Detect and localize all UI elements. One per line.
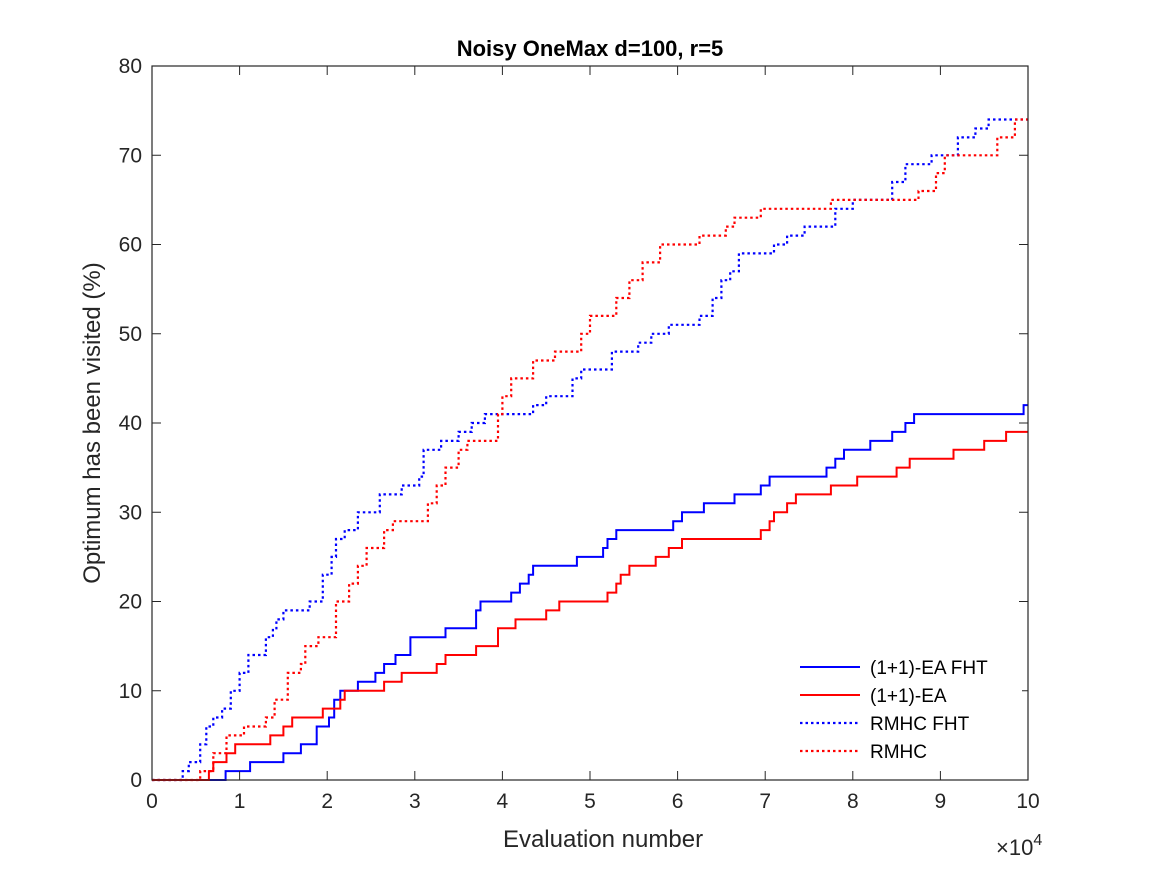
y-axis: 0 10 20 30 40 50 60 70 80	[119, 55, 1028, 792]
x-axis-exponent: ×104	[996, 832, 1042, 860]
x-tick-label: 6	[672, 790, 684, 813]
y-tick-label: 40	[119, 412, 142, 435]
y-tick-label: 30	[119, 501, 142, 524]
x-tick-label: 4	[497, 790, 509, 813]
series-line-2	[152, 430, 1028, 781]
x-tick-label: 0	[146, 790, 158, 813]
series-line-1	[152, 404, 1028, 781]
series-line-3	[152, 118, 1028, 782]
y-tick-label: 10	[119, 680, 142, 703]
y-tick-label: 60	[119, 234, 142, 257]
x-axis-label: Evaluation number	[503, 826, 703, 853]
y-tick-label: 0	[130, 769, 142, 792]
y-axis-label: Optimum has been visited (%)	[79, 262, 106, 583]
x-tick-label: 10	[1016, 790, 1039, 813]
x-tick-label: 7	[759, 790, 771, 813]
x-tick-label: 5	[584, 790, 596, 813]
y-tick-label: 50	[119, 323, 142, 346]
legend-label-3: RMHC FHT	[870, 714, 970, 735]
y-tick-label: 20	[119, 591, 142, 614]
x-exponent-base: ×10	[996, 835, 1033, 860]
x-tick-label: 2	[321, 790, 333, 813]
legend: (1+1)-EA FHT (1+1)-EA RMHC FHT RMHC	[790, 648, 1022, 768]
series-layer	[152, 118, 1028, 782]
x-tick-label: 9	[935, 790, 947, 813]
legend-label-1: (1+1)-EA FHT	[870, 658, 988, 679]
y-tick-label: 70	[119, 144, 142, 167]
legend-label-2: (1+1)-EA	[870, 686, 947, 707]
chart-title: Noisy OneMax d=100, r=5	[457, 36, 724, 61]
x-tick-label: 3	[409, 790, 421, 813]
y-tick-label: 80	[119, 55, 142, 78]
x-exponent-power: 4	[1033, 832, 1042, 849]
x-tick-label: 1	[234, 790, 246, 813]
x-axis: 0 1 2 3 4 5 6 7 8 9 10	[146, 66, 1040, 813]
series-line-4	[152, 118, 1028, 782]
legend-label-4: RMHC	[870, 742, 927, 763]
x-tick-label: 8	[847, 790, 859, 813]
